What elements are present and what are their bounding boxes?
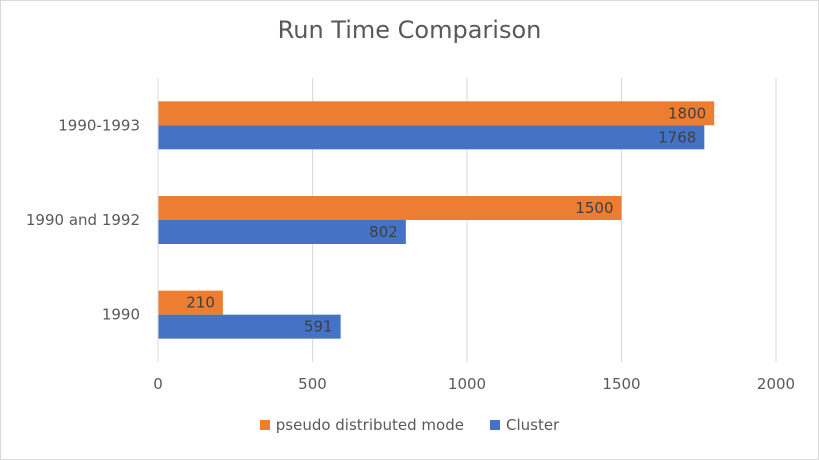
x-tick-label-3: 1500 — [602, 375, 640, 393]
x-tick-label-0: 0 — [153, 375, 163, 393]
legend-label-cluster: Cluster — [505, 416, 560, 434]
category-label-2: 1990 — [102, 306, 140, 324]
x-tick-label-1: 500 — [298, 375, 327, 393]
chart-title: Run Time Comparison — [277, 16, 542, 44]
data-label-cluster-0: 1768 — [658, 128, 696, 146]
data-label-cluster-1: 802 — [369, 223, 398, 241]
legend-label-pseudo: pseudo distributed mode — [275, 416, 464, 434]
bar-pseudo-2 — [158, 290, 223, 315]
legend-swatch-cluster — [489, 420, 500, 430]
data-label-cluster-2: 591 — [304, 318, 333, 336]
data-label-pseudo-1: 1500 — [575, 199, 613, 217]
bar-pseudo-0 — [158, 101, 715, 126]
legend-item-cluster: Cluster — [489, 416, 560, 434]
x-tick-label-2: 1000 — [448, 375, 486, 393]
bar-cluster-0 — [158, 125, 705, 150]
category-label-1: 1990 and 1992 — [26, 211, 140, 229]
legend-swatch-pseudo — [259, 420, 270, 430]
bar-pseudo-1 — [158, 196, 622, 220]
data-label-pseudo-2: 210 — [186, 294, 215, 312]
legend-item-pseudo: pseudo distributed mode — [259, 416, 464, 434]
bar-cluster-1 — [158, 220, 406, 244]
legend: pseudo distributed mode Cluster — [0, 416, 819, 434]
x-tick-label-4: 2000 — [757, 375, 795, 393]
data-label-pseudo-0: 1800 — [668, 104, 706, 122]
bar-cluster-2 — [158, 314, 341, 339]
category-label-0: 1990-1993 — [58, 116, 140, 134]
